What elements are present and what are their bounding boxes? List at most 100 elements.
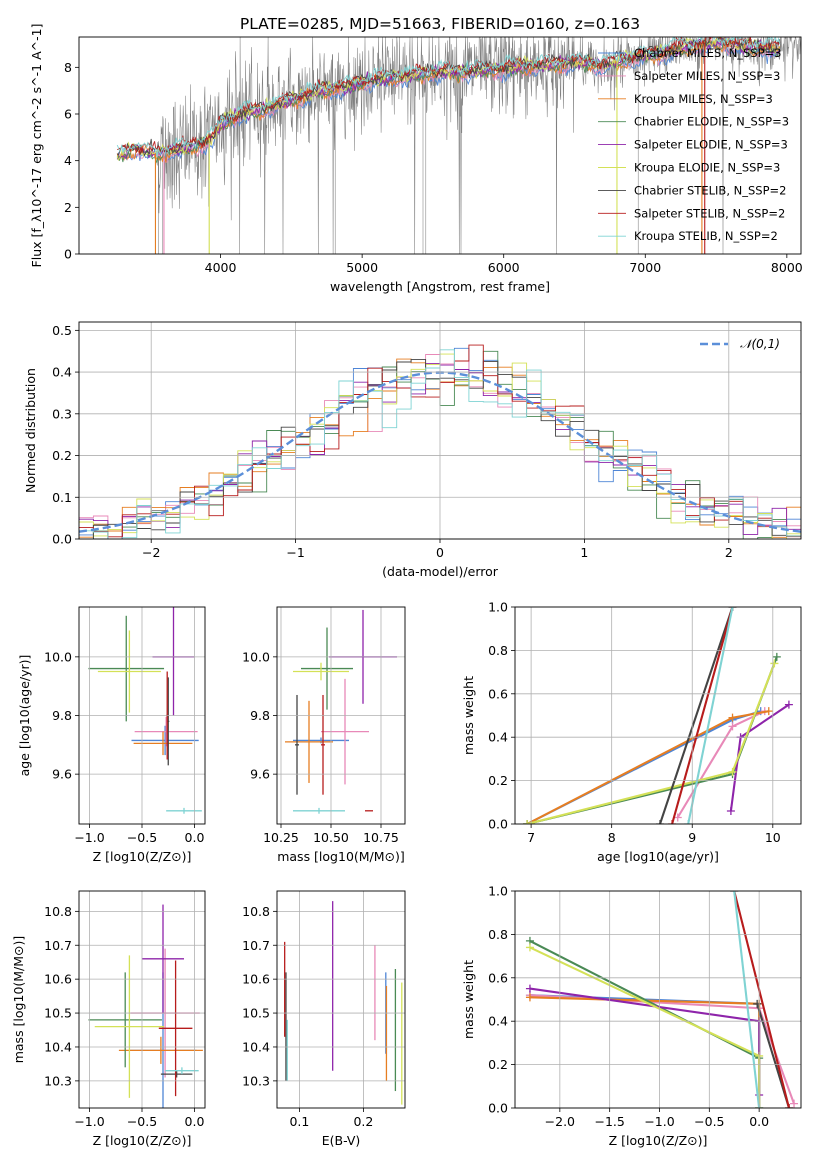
panel-spectrum: 4000 5000 6000 7000 8000 0 2 4 6 8 wavelength [Ang… <box>29 24 803 294</box>
y-axis-label: Normed distribution <box>23 368 38 493</box>
errorbar-point-salpeter-miles <box>321 678 369 785</box>
series-line <box>526 663 776 824</box>
plot-area <box>88 904 203 1108</box>
series-marker <box>668 820 677 824</box>
plot-area <box>284 901 403 1105</box>
y-tick-label: 10.7 <box>44 938 72 953</box>
x-tick-label: 7000 <box>629 260 661 275</box>
x-tick-label: 5000 <box>346 260 378 275</box>
legend-label: Chabrier MILES, N_SSP=3 <box>634 46 781 60</box>
x-tick-label: 10.75 <box>363 830 399 845</box>
series-kroupa-miles <box>525 993 764 1108</box>
x-tick-label: −0.5 <box>127 830 157 845</box>
x-tick-label: −2 <box>142 545 160 560</box>
x-axis-label: wavelength [Angstrom, rest frame] <box>330 279 550 294</box>
series-marker <box>525 984 534 993</box>
errorbar-point-salpeter-miles <box>134 716 198 747</box>
errorbar-point-kroupa-stelib <box>293 807 345 814</box>
y-tick-label: 9.8 <box>250 708 270 723</box>
series-line <box>529 996 761 1108</box>
x-tick-label: 0.2 <box>353 1114 373 1129</box>
x-tick-label: −0.5 <box>127 1114 157 1129</box>
y-tick-label: 0.8 <box>488 643 508 658</box>
errorbar-point-chabrier-elodie <box>301 627 353 710</box>
series-line <box>526 710 762 824</box>
legend-label: Salpeter MILES, N_SSP=3 <box>634 69 780 83</box>
y-tick-label: 9.8 <box>52 708 72 723</box>
panel-age-vs-mass: 10.25 10.50 10.75 9.6 9.8 10.0 mass [log10(M/M… <box>242 606 406 864</box>
panel-mass-weight-vs-age: 7 8 9 10 0.0 0.2 0.4 0.6 0.8 1.0 age [log10(age/yr… <box>461 600 802 864</box>
legend-label: Chabrier STELIB, N_SSP=2 <box>634 183 786 197</box>
legend-label: Salpeter ELODIE, N_SSP=3 <box>634 138 788 152</box>
y-tick-label: 1.0 <box>488 884 508 899</box>
y-tick-label: 10.4 <box>44 1039 72 1054</box>
series-line <box>687 607 734 824</box>
errorbar-point-chabrier-miles <box>131 725 199 756</box>
plot-area <box>88 607 202 814</box>
series-line <box>733 891 791 1108</box>
x-axis-label: Z [log10(Z/Z⊙)] <box>93 1133 192 1148</box>
legend-label: Kroupa ELODIE, N_SSP=3 <box>634 161 780 175</box>
x-axis-label: (data-model)/error <box>382 564 499 579</box>
series-marker <box>684 820 693 824</box>
panel-age-vs-Z: −1.0 −0.5 0.0 9.6 9.8 10.0 Z [log10(Z/Z⊙)] age … <box>17 606 206 864</box>
y-tick-label: 8 <box>64 60 72 75</box>
errorbar-point-kroupa-stelib <box>166 807 202 814</box>
figure-title: PLATE=0285, MJD=51663, FIBERID=0160, z=0… <box>240 15 640 33</box>
plot-area <box>523 607 793 824</box>
errorbar-point-kroupa-stelib <box>165 1067 199 1075</box>
series-marker <box>784 700 793 709</box>
series-marker <box>728 767 737 776</box>
x-tick-label: −1.0 <box>74 830 104 845</box>
y-tick-label: 10.4 <box>242 1039 270 1054</box>
x-tick-label: 2 <box>725 545 733 560</box>
axes-frame <box>276 606 406 825</box>
x-tick-label: 1 <box>580 545 588 560</box>
x-tick-label: 0.0 <box>185 830 205 845</box>
x-axis-label: Z [log10(Z/Z⊙)] <box>93 849 192 864</box>
series-chabrier-elodie <box>523 652 781 824</box>
errorbar-point-chabrier-stelib <box>295 694 299 795</box>
panel-mass-vs-Z: −1.0 −0.5 0.0 10.3 10.4 10.5 10.6 10.7 10.8 Z [lo… <box>11 890 206 1148</box>
errorbar-point-kroupa-elodie <box>293 662 349 681</box>
x-tick-label: 0 <box>436 545 444 560</box>
y-tick-label: 0.3 <box>52 406 72 421</box>
panel-mass-weight-vs-Z: −2.0 −1.5 −1.0 −0.5 0.0 0.0 0.2 0.4 0.6 0.8 1.0 Z [… <box>461 884 802 1148</box>
series-marker <box>673 813 682 822</box>
x-tick-label: −1.5 <box>594 1114 624 1129</box>
y-tick-label: 0.2 <box>488 1057 508 1072</box>
series-line <box>671 607 734 824</box>
errorbar-point-kroupa-miles <box>133 731 193 756</box>
errorbar-point-kroupa-elodie <box>97 630 161 713</box>
series-kroupa-elodie <box>523 659 779 824</box>
series-chabrier-miles <box>525 991 764 1108</box>
series-marker <box>656 820 665 824</box>
x-tick-label: 7 <box>527 830 535 845</box>
y-axis-label: mass weight <box>461 676 476 755</box>
legend-label: Salpeter STELIB, N_SSP=2 <box>634 206 785 220</box>
x-tick-label: 6000 <box>488 260 520 275</box>
series-marker <box>772 652 781 661</box>
series-chabrier-miles <box>523 707 765 824</box>
errorbar-point-salpeter-stelib <box>321 694 325 795</box>
y-tick-label: 2 <box>64 200 72 215</box>
x-axis-label: age [log10(age/yr)] <box>597 849 719 864</box>
y-tick-label: 0.6 <box>488 970 508 985</box>
legend-label: Kroupa STELIB, N_SSP=2 <box>634 229 778 243</box>
y-axis-label: age [log10(age/yr)] <box>17 655 32 777</box>
x-tick-label: −2.0 <box>545 1114 575 1129</box>
y-tick-label: 0.0 <box>488 817 508 832</box>
plot-area <box>116 37 801 254</box>
y-tick-label: 10.0 <box>242 649 270 664</box>
series-line <box>529 987 761 1095</box>
series-marker <box>728 713 737 722</box>
x-tick-label: 10.25 <box>263 830 299 845</box>
series-line <box>529 994 795 1105</box>
legend-label: 𝒩(0,1) <box>740 337 780 351</box>
panel-mass-vs-ebv: 0.1 0.2 10.3 10.4 10.5 10.6 10.7 10.8 E(B-V) <box>242 890 406 1148</box>
x-tick-label: 8000 <box>771 260 803 275</box>
y-tick-label: 10.8 <box>242 904 270 919</box>
axes-frame <box>514 606 802 825</box>
y-tick-label: 6 <box>64 107 72 122</box>
y-tick-label: 0.0 <box>488 1101 508 1116</box>
